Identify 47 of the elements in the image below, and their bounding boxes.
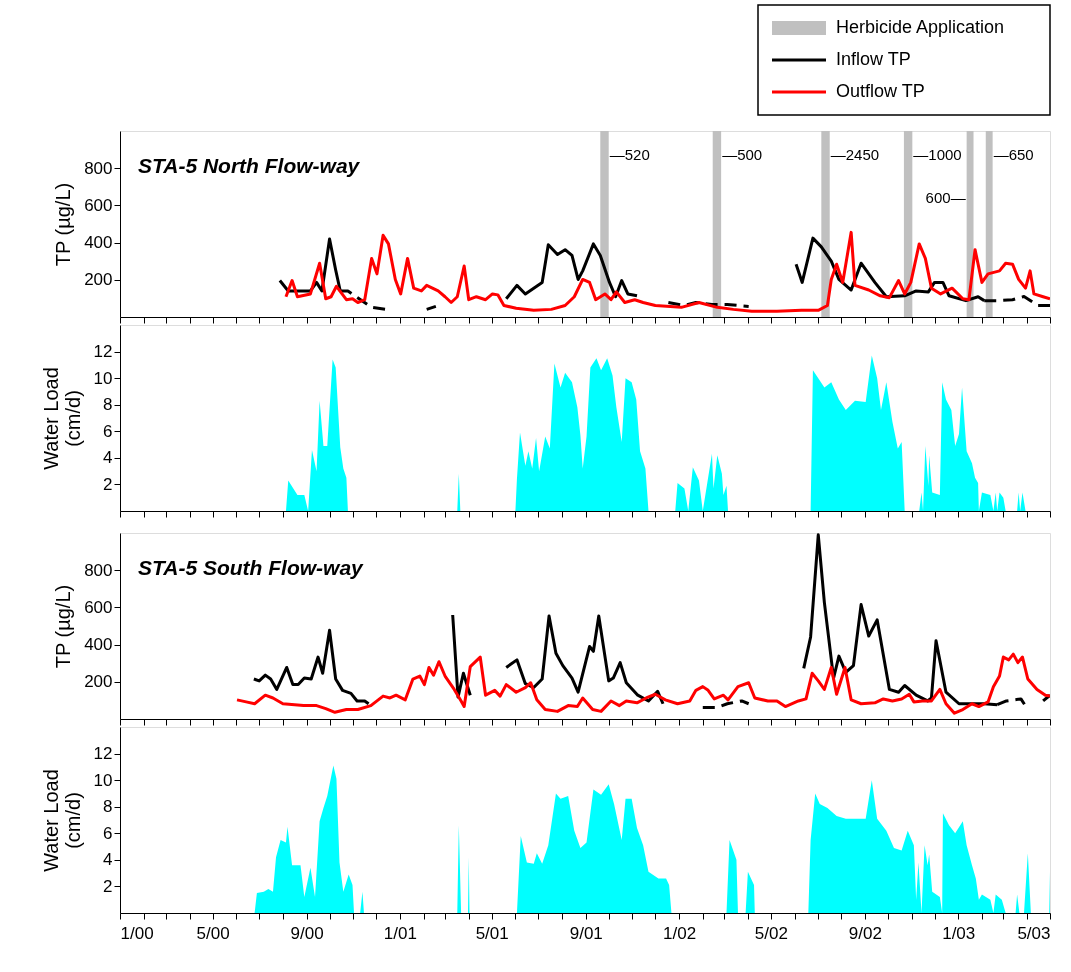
y-tick-label: 10 bbox=[93, 770, 113, 790]
y-tick-label: 400 bbox=[84, 233, 113, 253]
y-tick-label: 800 bbox=[84, 560, 113, 580]
x-tick-label: 1/03 bbox=[942, 923, 976, 943]
y-tick-label: 8 bbox=[103, 797, 113, 817]
y-axis-title: TP (µg/L) bbox=[52, 182, 75, 267]
x-tick-label: 5/00 bbox=[196, 923, 230, 943]
y-tick-label: 8 bbox=[103, 395, 113, 415]
band-label: 600— bbox=[925, 188, 966, 206]
y-tick-label: 4 bbox=[103, 850, 113, 870]
y-tick-label: 12 bbox=[93, 342, 113, 362]
y-tick-label: 6 bbox=[103, 421, 113, 441]
legend-label: Inflow TP bbox=[836, 49, 911, 69]
x-tick-label: 5/03 bbox=[1017, 923, 1051, 943]
x-tick-label: 5/02 bbox=[754, 923, 788, 943]
text: STA-5 South Flow-way bbox=[138, 556, 365, 579]
y-tick-label: 600 bbox=[84, 195, 113, 215]
y-tick-label: 2 bbox=[103, 876, 113, 896]
y-tick-label: 800 bbox=[84, 158, 113, 178]
y-tick-label: 6 bbox=[103, 823, 113, 843]
x-tick-label: 9/01 bbox=[569, 923, 603, 943]
x-tick-label: 1/02 bbox=[663, 923, 697, 943]
y-tick-label: 12 bbox=[93, 744, 113, 764]
y-tick-label: 400 bbox=[84, 635, 113, 655]
y-tick-label: 200 bbox=[84, 270, 113, 290]
y-axis-title: TP (µg/L) bbox=[52, 584, 75, 669]
y-tick-label: 2 bbox=[103, 474, 113, 494]
x-tick-label: 1/00 bbox=[120, 923, 154, 943]
band-label: —2450 bbox=[830, 146, 880, 164]
text: STA-5 North Flow-way bbox=[138, 154, 361, 177]
band-label: —650 bbox=[993, 146, 1034, 164]
y-tick-label: 200 bbox=[84, 672, 113, 692]
y-tick-label: 600 bbox=[84, 597, 113, 617]
y-axis-title: Water Load (cm/d) bbox=[39, 769, 84, 872]
text: Herbicide Application bbox=[836, 17, 1005, 37]
band-label: —520 bbox=[609, 146, 650, 164]
line-series bbox=[284, 230, 1050, 313]
y-tick-label: 4 bbox=[103, 448, 113, 468]
band-label: —1000 bbox=[913, 146, 962, 164]
x-tick-label: 5/01 bbox=[475, 923, 509, 943]
x-tick-label: 9/00 bbox=[290, 923, 324, 943]
x-tick-label: 1/01 bbox=[383, 923, 417, 943]
x-tick-label: 9/02 bbox=[848, 923, 882, 943]
y-axis-title: Water Load (cm/d) bbox=[39, 367, 84, 470]
y-tick-label: 10 bbox=[93, 368, 113, 388]
band-label: —500 bbox=[722, 146, 763, 164]
legend-label: Outflow TP bbox=[836, 81, 925, 101]
